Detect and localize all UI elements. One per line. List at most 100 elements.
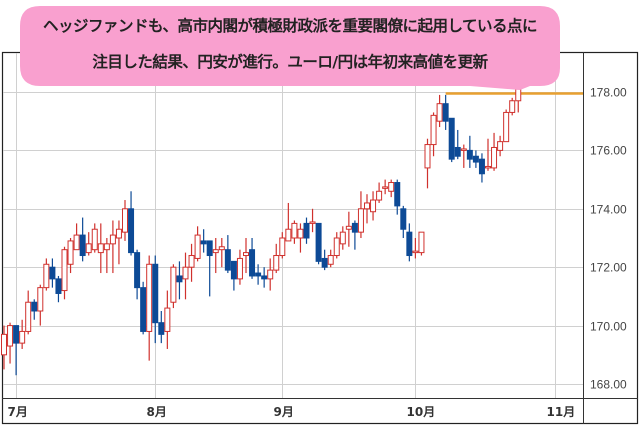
candle [273, 243, 280, 274]
candle-body [212, 249, 219, 254]
candle-body [267, 269, 274, 280]
candle-body [200, 240, 207, 245]
candle-body [388, 182, 395, 192]
candle [218, 238, 225, 268]
candle-body [339, 231, 346, 245]
candle [503, 109, 510, 143]
candle-body [448, 117, 455, 160]
candle [236, 249, 243, 285]
y-tick-label: 168.00 [590, 378, 627, 392]
candle-body [255, 272, 262, 277]
candle-body [460, 148, 467, 151]
candle [212, 238, 219, 274]
candle [19, 319, 26, 349]
candle-body [218, 246, 225, 251]
candle-body [315, 222, 322, 262]
candle [152, 255, 159, 344]
candle [164, 290, 171, 349]
candle [460, 144, 467, 168]
candle [49, 258, 56, 288]
candle-body [158, 322, 165, 335]
candle-body [230, 260, 237, 280]
candle-body [509, 100, 516, 113]
candle-body [309, 221, 316, 224]
candle-body [454, 146, 461, 157]
candle-body [327, 255, 334, 265]
candle [478, 153, 485, 183]
candle [261, 267, 268, 288]
candle [430, 112, 437, 157]
y-tick-label: 176.00 [590, 144, 627, 158]
candle [7, 322, 14, 364]
candle-body [321, 257, 328, 268]
candle-body [466, 149, 473, 160]
candle-body [261, 275, 268, 280]
candle [188, 243, 195, 282]
candle [103, 238, 110, 274]
callout-text: ヘッジファンドも、高市内閣が積極財政派を重要閣僚に起用している点に 注目した結果… [20, 8, 560, 80]
candle-body [49, 266, 56, 280]
candle [442, 94, 449, 130]
candle [509, 97, 516, 116]
candle [255, 264, 262, 285]
candle-body [61, 249, 68, 292]
candle-body [400, 208, 407, 230]
candle-body [164, 307, 171, 332]
candle-body [1, 333, 7, 356]
candle-body [472, 155, 479, 163]
x-tick-label: 9月 [274, 405, 294, 419]
candle [122, 200, 128, 241]
candle-body [152, 263, 159, 324]
candle-body [73, 234, 80, 251]
candle [61, 246, 68, 300]
candle [315, 222, 322, 265]
candle-body [25, 301, 32, 332]
candle [1, 325, 7, 370]
candle-body [370, 199, 377, 213]
candle [333, 232, 340, 259]
candle-body [182, 266, 189, 280]
candle-body [79, 234, 86, 257]
candle [339, 226, 346, 250]
candle [303, 217, 310, 244]
y-tick-label: 174.00 [590, 203, 627, 217]
candle [85, 232, 92, 256]
candle [454, 129, 461, 160]
candle-body [134, 252, 141, 289]
candle [206, 240, 213, 297]
candle-body [37, 287, 44, 312]
candle-body [43, 263, 50, 289]
candle-body [7, 325, 14, 347]
candle [466, 135, 473, 168]
candle-body [357, 208, 364, 233]
candle [128, 191, 135, 256]
candle [97, 223, 104, 274]
x-tick-label: 7月 [8, 405, 28, 419]
candle [73, 223, 80, 251]
candle-body [103, 243, 110, 251]
candle-body [503, 111, 510, 143]
candle-body [55, 278, 62, 294]
candle [436, 94, 443, 128]
candle [13, 325, 20, 376]
candle-body [491, 146, 498, 169]
candle-body [97, 243, 104, 254]
candle [267, 258, 274, 291]
candle [357, 191, 364, 238]
candle-body [382, 186, 389, 189]
candle-body [406, 231, 413, 257]
candle [67, 238, 74, 274]
candle-body [13, 325, 20, 344]
y-tick-label: 170.00 [590, 320, 627, 334]
candle-body [176, 275, 183, 283]
candle [140, 281, 147, 335]
candle-body [273, 255, 280, 271]
candle [321, 249, 328, 271]
candle-body [376, 190, 383, 201]
candle [394, 179, 401, 215]
x-tick-label: 10月 [407, 405, 436, 419]
candle [31, 299, 38, 320]
candle [158, 311, 165, 344]
candle [297, 223, 304, 253]
